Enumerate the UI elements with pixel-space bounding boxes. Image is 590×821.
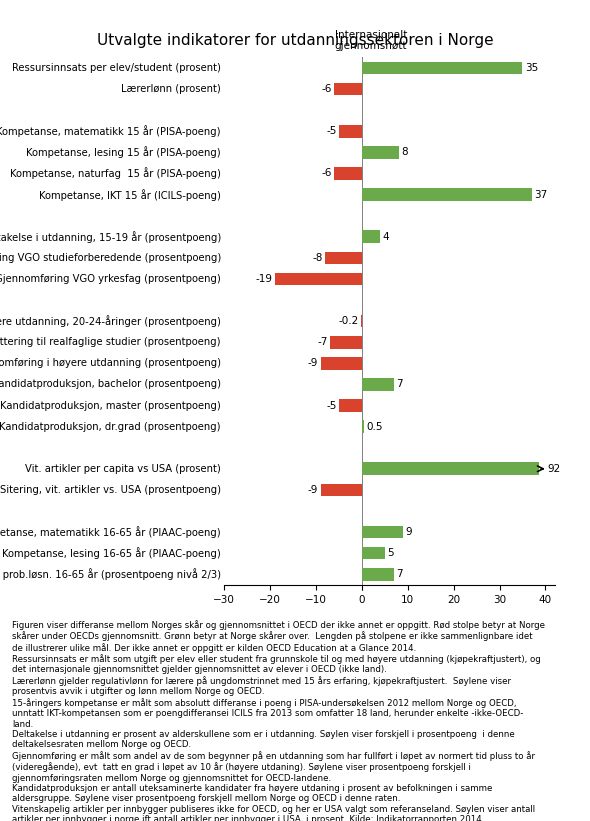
Bar [362,378,394,391]
Text: Kompetanse, lesing 16-65 år (PIAAC-poeng): Kompetanse, lesing 16-65 år (PIAAC-poeng… [2,548,221,559]
Text: Kompetanse, IKT prob.løsn. 16-65 år (prosentpoeng nivå 2/3): Kompetanse, IKT prob.løsn. 16-65 år (pro… [0,568,221,580]
Text: 4: 4 [382,232,389,241]
Text: Internasjonalt
gjennomsnøtt: Internasjonalt gjennomsnøtt [335,30,407,51]
Bar [362,231,380,243]
Bar [330,336,362,349]
Text: -5: -5 [326,401,337,410]
Bar [362,62,523,75]
Text: 9: 9 [405,527,412,537]
Text: -9: -9 [308,485,318,495]
Text: Kompetanse, matematikk 16-65 år (PIAAC-poeng): Kompetanse, matematikk 16-65 år (PIAAC-p… [0,526,221,538]
Text: Deltakelse i høyere utdanning, 20-24-åringer (prosentpoeng): Deltakelse i høyere utdanning, 20-24-åri… [0,315,221,327]
Text: -5: -5 [326,126,337,136]
Bar [275,273,362,285]
Bar [362,188,532,201]
Text: -9: -9 [308,358,318,369]
Text: Kompetanse, lesing 15 år (PISA-poeng): Kompetanse, lesing 15 år (PISA-poeng) [27,146,221,158]
Text: Gjennomføring VGO yrkesfag (prosentpoeng): Gjennomføring VGO yrkesfag (prosentpoeng… [0,274,221,284]
Text: Gjennomføring VGO studieforberedende (prosentpoeng): Gjennomføring VGO studieforberedende (pr… [0,253,221,263]
Text: 7: 7 [396,569,403,580]
Bar [325,251,362,264]
Text: Kompetanse, matematikk 15 år (PISA-poeng): Kompetanse, matematikk 15 år (PISA-poeng… [0,126,221,137]
Bar [362,568,394,580]
Text: 7: 7 [396,379,403,389]
Text: Kandidatproduksjon, master (prosentpoeng): Kandidatproduksjon, master (prosentpoeng… [0,401,221,410]
Text: Ressursinnsats per elev/student (prosent): Ressursinnsats per elev/student (prosent… [12,63,221,73]
Text: Gjennomføring i høyere utdanning (prosentpoeng): Gjennomføring i høyere utdanning (prosen… [0,358,221,369]
Bar [339,125,362,138]
Text: Kompetanse, IKT 15 år (ICILS-poeng): Kompetanse, IKT 15 år (ICILS-poeng) [39,189,221,200]
Text: Kandidatproduksjon, dr.grad (prosentpoeng): Kandidatproduksjon, dr.grad (prosentpoen… [0,422,221,432]
Bar [362,420,364,433]
Text: 8: 8 [401,148,408,158]
Bar [362,525,403,539]
Bar [361,314,362,328]
Text: 37: 37 [534,190,547,200]
Bar [339,399,362,412]
Text: -7: -7 [317,337,327,347]
Text: Lærerlønn (prosent): Lærerlønn (prosent) [121,84,221,94]
Text: -6: -6 [322,168,332,178]
Bar [362,146,399,158]
Bar [335,83,362,95]
Text: Utvalgte indikatorer for utdanningssektoren i Norge: Utvalgte indikatorer for utdanningssekto… [97,33,493,48]
Text: 92: 92 [548,464,561,474]
Text: 5: 5 [387,548,394,558]
Text: Kandidatproduksjon, bachelor (prosentpoeng): Kandidatproduksjon, bachelor (prosentpoe… [0,379,221,389]
Bar [362,462,539,475]
Text: Vit. artikler per capita vs USA (prosent): Vit. artikler per capita vs USA (prosent… [25,464,221,474]
Text: -19: -19 [255,274,273,284]
Text: -8: -8 [313,253,323,263]
Text: Deltakelse i utdanning, 15-19 år (prosentpoeng): Deltakelse i utdanning, 15-19 år (prosen… [0,231,221,243]
Text: Rekruttering til realfaglige studier (prosentpoeng): Rekruttering til realfaglige studier (pr… [0,337,221,347]
Bar [335,167,362,180]
Bar [362,547,385,559]
Text: Kompetanse, naturfag  15 år (PISA-poeng): Kompetanse, naturfag 15 år (PISA-poeng) [10,167,221,180]
Text: Figuren viser differanse mellom Norges skår og gjennomsnittet i OECD der ikke an: Figuren viser differanse mellom Norges s… [12,620,545,821]
Text: Sitering, vit. artikler vs. USA (prosentpoeng): Sitering, vit. artikler vs. USA (prosent… [0,485,221,495]
Text: -6: -6 [322,84,332,94]
Text: 0.5: 0.5 [366,422,383,432]
Bar [320,484,362,496]
Text: -0.2: -0.2 [339,316,359,326]
Bar [320,357,362,369]
Text: 35: 35 [525,63,538,73]
